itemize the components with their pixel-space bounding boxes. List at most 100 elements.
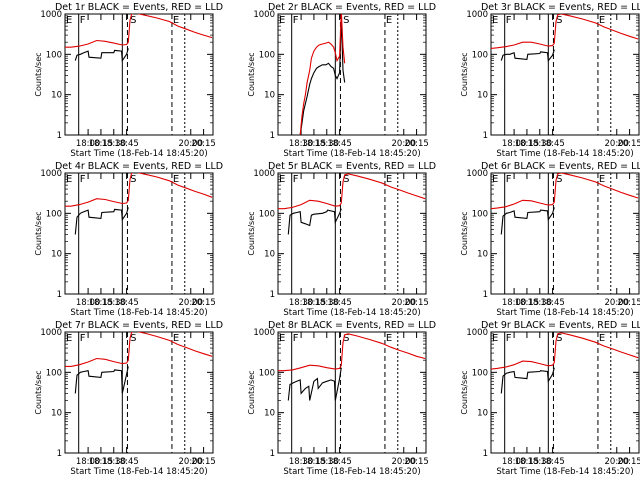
x-axis-label: Start Time (18-Feb-14 18:45:20) — [496, 149, 633, 159]
y-tick-label: 10 — [477, 91, 488, 101]
events-series-line — [299, 17, 346, 135]
marker-label-e: E — [386, 174, 392, 185]
marker-label-f: F — [80, 174, 86, 185]
y-tick-label: 10 — [264, 409, 275, 419]
x-tick-label: 20:15 — [617, 139, 640, 149]
marker-label-e: E — [279, 15, 285, 26]
series-group — [278, 333, 426, 401]
x-axis-label: Start Time (18-Feb-14 18:45:20) — [70, 467, 207, 477]
lld-series-line — [278, 333, 426, 372]
plot-frame — [277, 331, 427, 454]
events-series-line — [500, 207, 555, 235]
events-series-line — [74, 366, 129, 394]
y-tick-label: 100 — [472, 368, 488, 378]
x-tick-label: 20:00 — [179, 457, 204, 467]
marker-label-e: E — [492, 15, 498, 26]
detector-panel-5: Det 5r BLACK = Events, RED = LLD 1 10 100 10… — [247, 161, 436, 318]
y-tick-label: 1000 — [466, 10, 488, 20]
x-tick-label: 18:15 — [89, 139, 114, 149]
marker-label-f: F — [506, 174, 512, 185]
x-axis-label: Start Time (18-Feb-14 18:45:20) — [496, 308, 633, 318]
x-tick-label: 20:15 — [404, 457, 429, 467]
x-tick-label: 18:45 — [540, 298, 565, 308]
y-tick-label: 1 — [270, 449, 275, 459]
y-tick-label: 100 — [259, 209, 275, 219]
marker-label-f: F — [506, 333, 512, 344]
panel-title: Det 7r BLACK = Events, RED = LLD — [55, 320, 223, 331]
marker-label-s: S — [343, 333, 349, 344]
x-tick-label: 18:15 — [515, 457, 540, 467]
marker-label-f: F — [293, 15, 299, 26]
x-tick-label: 18:30 — [315, 139, 340, 149]
panel-title: Det 8r BLACK = Events, RED = LLD — [268, 320, 436, 331]
x-tick-label: 18:00 — [76, 457, 101, 467]
y-tick-label: 100 — [259, 368, 275, 378]
x-tick-label: 20:15 — [404, 139, 429, 149]
y-tick-label: 10 — [264, 91, 275, 101]
lld-series-line — [65, 14, 213, 48]
y-tick-label: 10 — [477, 250, 488, 260]
panel-title: Det 3r BLACK = Events, RED = LLD — [481, 2, 640, 13]
marker-label-s: S — [343, 174, 349, 185]
y-tick-label: 100 — [259, 50, 275, 60]
x-tick-label: 18:45 — [114, 139, 139, 149]
y-tick-label: 1000 — [40, 328, 62, 338]
y-tick-label: 1000 — [466, 169, 488, 179]
detector-panel-9: Det 9r BLACK = Events, RED = LLD 1 10 100 10… — [460, 320, 640, 477]
y-tick-label: 100 — [46, 209, 62, 219]
plot-frame — [277, 13, 427, 136]
y-tick-label: 100 — [46, 50, 62, 60]
y-tick-label: 10 — [477, 409, 488, 419]
marker-label-s: S — [130, 333, 136, 344]
detector-panel-2: Det 2r BLACK = Events, RED = LLD 1 10 100 10… — [247, 2, 436, 159]
lld-series-line — [491, 173, 639, 210]
marker-label-s: S — [556, 333, 562, 344]
y-tick-label: 1000 — [466, 328, 488, 338]
x-tick-label: 18:00 — [76, 139, 101, 149]
series-group — [491, 332, 639, 394]
series-group — [491, 173, 639, 235]
panel-title: Det 9r BLACK = Events, RED = LLD — [481, 320, 640, 331]
x-tick-label: 20:00 — [605, 298, 630, 308]
detector-panel-4: Det 4r BLACK = Events, RED = LLD 1 10 100 10… — [34, 161, 223, 318]
x-tick-label: 18:15 — [515, 139, 540, 149]
plot-frame — [490, 172, 640, 295]
x-tick-label: 18:45 — [114, 298, 139, 308]
x-tick-label: 18:15 — [302, 457, 327, 467]
x-tick-label: 20:15 — [404, 298, 429, 308]
x-tick-label: 18:00 — [76, 298, 101, 308]
x-tick-label: 18:00 — [502, 298, 527, 308]
lld-series-line — [491, 14, 639, 49]
y-tick-label: 1 — [270, 290, 275, 300]
x-tick-label: 20:00 — [605, 139, 630, 149]
plot-frame — [64, 331, 214, 454]
marker-label-e: E — [173, 333, 179, 344]
y-tick-label: 1000 — [40, 169, 62, 179]
y-tick-label: 10 — [264, 250, 275, 260]
x-tick-label: 20:00 — [179, 139, 204, 149]
marker-label-f: F — [506, 15, 512, 26]
x-axis-label: Start Time (18-Feb-14 18:45:20) — [70, 149, 207, 159]
panel-title: Det 6r BLACK = Events, RED = LLD — [481, 161, 640, 172]
x-tick-label: 18:15 — [302, 298, 327, 308]
y-axis-label: Counts/sec — [460, 370, 469, 414]
lld-series-line — [65, 332, 213, 367]
y-tick-label: 100 — [472, 209, 488, 219]
x-tick-label: 18:45 — [540, 457, 565, 467]
x-tick-label: 18:15 — [302, 139, 327, 149]
y-axis-label: Counts/sec — [34, 52, 43, 96]
x-tick-label: 18:30 — [289, 457, 314, 467]
y-axis-label: Counts/sec — [247, 211, 256, 255]
marker-label-s: S — [556, 174, 562, 185]
y-axis-label: Counts/sec — [247, 52, 256, 96]
marker-label-e: E — [279, 174, 285, 185]
detector-panel-3: Det 3r BLACK = Events, RED = LLD 1 10 100 10… — [460, 2, 640, 159]
x-tick-label: 20:15 — [617, 298, 640, 308]
x-tick-label: 18:45 — [327, 298, 352, 308]
y-tick-label: 1 — [483, 131, 488, 141]
x-axis-label: Start Time (18-Feb-14 18:45:20) — [70, 308, 207, 318]
y-tick-label: 1000 — [253, 169, 275, 179]
marker-label-e: E — [492, 333, 498, 344]
events-series-line — [287, 367, 342, 401]
events-series-line — [74, 48, 129, 63]
